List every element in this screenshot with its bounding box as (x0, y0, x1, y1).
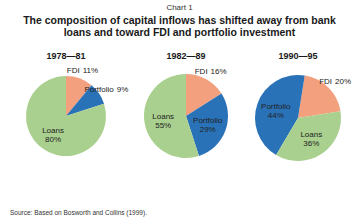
title-line: loans and toward FDI and portfolio inves… (64, 26, 296, 38)
label-value: 20% (335, 77, 351, 86)
label-value: 44% (268, 111, 284, 120)
label-value: 36% (303, 139, 319, 148)
label-category: FDI (195, 67, 208, 76)
data-label: Loans55% (152, 112, 174, 130)
source-note: Source: Based on Bosworth and Collins (1… (10, 209, 147, 217)
label-category: Loans (42, 126, 64, 135)
data-label: Portfolio9% (84, 85, 128, 94)
label-category: Portfolio (84, 85, 114, 94)
title-line: The composition of capital inflows has s… (23, 14, 336, 26)
slices (144, 74, 228, 158)
data-label: FDI20% (319, 77, 351, 86)
label-value: 80% (45, 135, 61, 144)
data-label: Loans36% (300, 130, 322, 148)
data-label: FDI11% (67, 66, 98, 75)
chart-title: The composition of capital inflows has s… (23, 14, 336, 38)
label-category: Portfolio (261, 102, 291, 111)
data-label: FDI16% (195, 67, 227, 76)
chart: Chart 1 The composition of capital inflow… (0, 0, 359, 223)
label-value: 29% (200, 125, 216, 134)
label-value: 16% (211, 67, 227, 76)
chart-label: Chart 1 (166, 3, 193, 12)
label-category: Portfolio (193, 116, 223, 125)
label-value: 55% (155, 121, 171, 130)
pie-title: 1990—95 (278, 51, 317, 61)
pie-title: 1982—89 (166, 51, 205, 61)
pie-slice (276, 111, 341, 161)
label-category: FDI (319, 77, 332, 86)
pie-slice (144, 74, 199, 158)
pie: FDI20% Portfolio44% Loans36% (255, 75, 351, 161)
data-label: Portfolio44% (261, 102, 291, 120)
label-value: 9% (117, 85, 129, 94)
pie: FDI16% Portfolio29% Loans55% (144, 67, 228, 158)
data-label: Portfolio29% (193, 116, 223, 134)
label-category: FDI (67, 66, 80, 75)
label-category: Loans (300, 130, 322, 139)
label-category: Loans (152, 112, 174, 121)
pie: FDI11% Portfolio9% Loans80% (26, 66, 128, 156)
label-value: 11% (83, 66, 98, 75)
slices (255, 75, 341, 161)
data-label: Loans80% (42, 126, 64, 144)
pie-title: 1978—81 (46, 51, 85, 61)
